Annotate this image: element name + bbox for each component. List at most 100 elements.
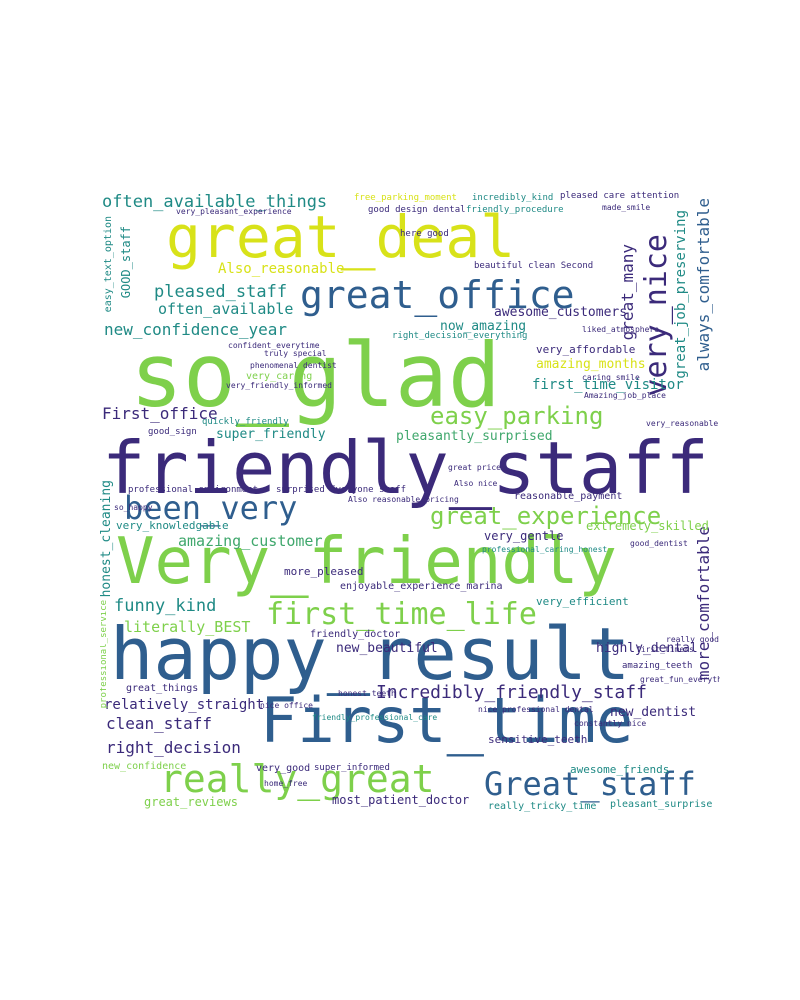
word-friendly-doctor: friendly_doctor [310,629,401,640]
word-first-time-visitor: first_time_visitor [532,377,684,393]
word-very-caring: very_caring [246,371,313,382]
word-great-price: great price [448,463,501,472]
word-great-office: great_office [300,273,575,317]
word-amazing-teeth: amazing_teeth [622,661,693,671]
word-extremely-skilled: extremely_skilled [586,519,709,533]
word-professional-caring-honest: professional_caring_honest [482,545,608,554]
word-happy-result: happy_result [110,612,631,696]
word-constantly-nice: constantly nice [574,719,647,728]
word-most-patient-doctor: most_patient_doctor [332,793,470,807]
word-good-dentist: good_dentist [630,539,688,548]
word-very-pleasant-experience: very_pleasant_experience [176,207,292,216]
word-friendly-professional-care: friendly_professional_care [312,713,438,722]
word-good-staff: GOOD_staff [119,226,133,299]
word-phenomenal-dentist: phenomenal dentist [250,361,337,370]
word-also-nice: Also nice [454,479,498,488]
word-very-efficient: very_efficient [536,595,629,608]
word-cloud: so_glad friendly_staff happy_result Very… [100,190,720,820]
word-professional-service: professional_service [100,600,109,709]
word-now-amazing: now_amazing [440,319,527,334]
word-always-comfortable: always_comfortable [694,198,713,372]
word-right-decision: right_decision [106,738,241,757]
word-awesome-customers: awesome_customers [494,305,628,320]
word-amazing-job-place: Amazing_job_place [584,391,666,400]
word-very-reasonable: very_reasonable [646,419,719,428]
word-pleased-care-attention: pleased care attention [560,191,680,201]
word-friendly-procedure: friendly_procedure [466,205,564,215]
word-very-gentle: very_gentle [484,529,564,543]
word-great-deal: great_deal [166,203,516,271]
word-free-parking-moment: free_parking_moment [354,193,457,203]
word-right-decision-everything: right_decision_everything [392,331,528,341]
word-new-confidence-year: new_confidence_year [104,320,288,339]
word-super-friendly: super_friendly [216,427,326,442]
word-great-staff-large: Great_staff [484,765,696,803]
word-really-tricky-time: really_tricky_time [488,801,597,812]
word-pleasant-surprise: pleasant_surprise [610,799,713,810]
word-honest-teeth: honest teeth [338,689,396,698]
word-reasonable-payment: reasonable_payment [514,491,623,502]
word-very-nice: very_nice [639,234,674,397]
word-honest-cleaning: honest_cleaning [100,480,114,598]
word-incredibly-kind: incredibly_kind [472,193,554,203]
word-first-timers: first_timers [636,645,694,654]
word-funny-kind: funny_kind [114,596,217,616]
word-friendly-staff: friendly_staff [102,426,709,510]
word-more-comfortable: more_comfortable [694,526,713,681]
word-clean-staff: clean_staff [106,714,212,733]
word-confident-everytime: confident_everytime [228,341,320,350]
word-really-great: really_great [160,757,435,801]
word-amazing-months: amazing_months [536,357,646,372]
word-great-experience: great_experience [430,502,662,530]
word-literally-best: literally_BEST [124,618,251,636]
word-liked-atmosphere: liked_atmosphere [582,325,660,334]
word-first-office: First_office [102,404,218,423]
word-great-job-preserving: great_job_preserving [673,210,689,379]
word-sensitive-teeth: sensitive_teeth [488,733,588,746]
word-good-sign: good_sign [148,427,197,437]
word-beautiful-clean-second: beautiful clean Second [474,261,594,271]
word-good-design-dental: good design dental [368,205,466,215]
word-here-good: here good [400,229,449,239]
word-pleased-staff: pleased_staff [154,282,288,302]
word-often-available: often_available [158,300,294,318]
word-easy-text-option: easy_text_option [103,216,114,313]
word-very-knowledgable: very_knowledgable [116,519,229,532]
word-very-good: very_good [256,763,311,774]
word-nice-office: nice office [260,701,313,710]
word-awesome-friends: awesome_friends [570,763,670,776]
word-made-smile: made_smile [602,203,651,212]
word-quickly-friendly: quickly_friendly [202,417,289,427]
word-new-dentist: new_dentist [610,705,697,720]
word-very-friendly-informed: very_friendly_informed [226,381,332,390]
word-first-time: First_time [260,684,634,757]
word-more-pleased: more_pleased [284,565,364,578]
word-so-happy: so_happy [114,503,153,512]
word-relatively-straight: relatively_straight [104,697,265,713]
word-so-glad: so_glad [130,324,501,427]
word-highly-dental: highly_dental [596,641,698,656]
word-caring-smile: caring smile [582,373,640,382]
word-surprised-everyone-staff: surprised Everyone staff [276,485,407,495]
word-easy-parking: easy_parking [430,402,604,430]
word-new-beautiful: new_beautiful [336,641,438,656]
word-really-good: really good [666,635,719,644]
word-truly-special: truly special [264,349,327,358]
word-also-reasonable-pricing: Also reasonable pricing [348,495,459,504]
word-often-available-things: often_available_things [102,192,328,212]
word-new-confidence: new_confidence [102,761,187,772]
word-very-affordable: very_affordable [536,343,636,356]
word-also-reasonable: Also_reasonable [218,261,345,277]
word-great-reviews: great_reviews [144,795,238,809]
word-super-informed: super_informed [314,763,390,773]
word-amazing-customer: amazing_customer [178,532,323,550]
word-home-free: home_free [264,779,308,788]
word-first-time-life: first_time_life [266,597,537,632]
word-been-very: been_very [124,489,298,527]
word-professional-environment: professional environment [128,485,259,495]
word-nice-professional-dental: nice professional dental [478,705,594,714]
word-great-fun-everything: great_fun_everything [640,675,720,684]
word-very-friendly: Very_friendly [116,525,617,599]
word-pleasantly-surprised: pleasantly_surprised [396,429,553,444]
word-incredibly-friendly-staff: Incredibly_friendly_staff [376,682,647,703]
